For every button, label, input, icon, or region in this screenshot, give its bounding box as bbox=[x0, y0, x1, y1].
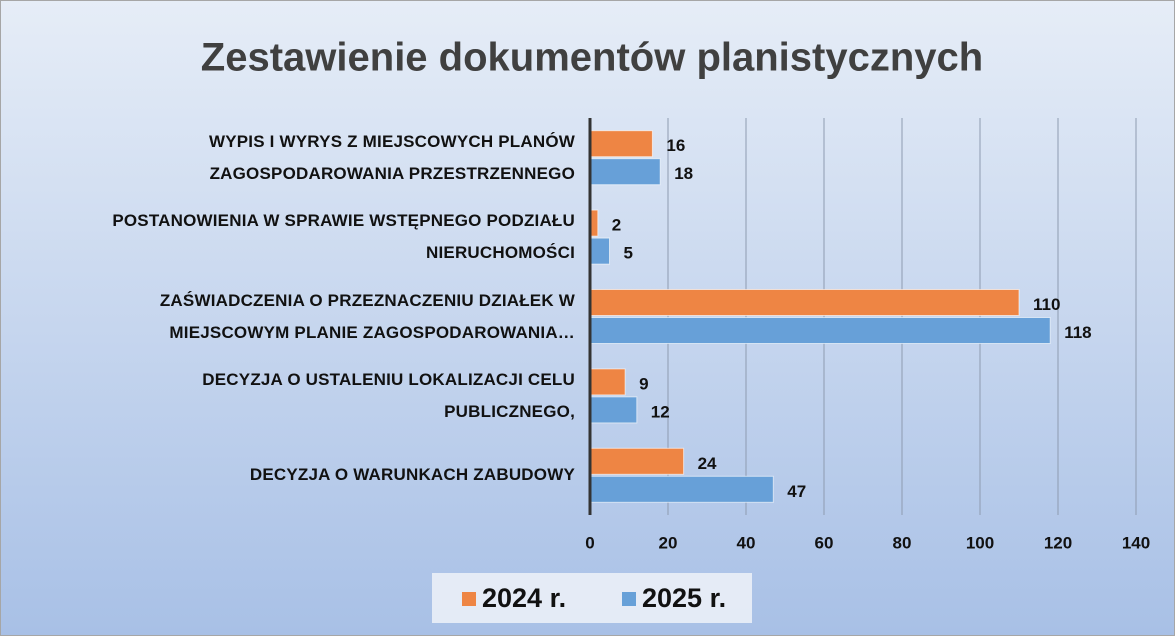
x-tick-label: 80 bbox=[893, 533, 912, 552]
x-tick-label: 140 bbox=[1122, 533, 1150, 552]
bar bbox=[589, 237, 610, 265]
y-tick-label: DECYZJA O USTALENIU LOKALIZACJI CELU PUB… bbox=[202, 369, 575, 421]
data-label: 118 bbox=[1064, 323, 1091, 342]
bar bbox=[589, 447, 685, 475]
bar bbox=[589, 368, 626, 396]
data-label: 12 bbox=[651, 402, 670, 421]
bar bbox=[589, 396, 638, 424]
bar bbox=[589, 289, 1020, 316]
data-label: 16 bbox=[666, 136, 685, 155]
y-tick-label: WYPIS I WYRYS Z MIEJSCOWYCH PLANÓW ZAGOS… bbox=[208, 131, 575, 183]
legend-label: 2024 r. bbox=[482, 583, 566, 613]
legend-label: 2025 r. bbox=[642, 583, 726, 613]
x-tick-label: 0 bbox=[585, 533, 594, 552]
legend-swatch bbox=[462, 592, 476, 606]
data-label: 2 bbox=[612, 216, 621, 235]
chart-title: Zestawienie dokumentów planistycznych bbox=[201, 36, 983, 80]
data-label: 110 bbox=[1033, 295, 1060, 314]
x-tick-label: 20 bbox=[659, 533, 678, 552]
x-tick-label: 60 bbox=[815, 533, 834, 552]
data-label: 24 bbox=[698, 454, 717, 473]
legend-swatch bbox=[622, 592, 636, 606]
bar bbox=[589, 130, 653, 158]
data-label: 5 bbox=[624, 244, 633, 263]
legend-box bbox=[432, 573, 752, 623]
bar bbox=[589, 317, 1051, 344]
data-label: 47 bbox=[787, 482, 806, 501]
x-tick-label: 120 bbox=[1044, 533, 1072, 552]
y-tick-label: POSTANOWIENIA W SPRAWIE WSTĘPNEGO PODZIA… bbox=[112, 211, 575, 263]
x-tick-label: 100 bbox=[966, 533, 994, 552]
data-label: 9 bbox=[639, 374, 648, 393]
y-tick-label: ZAŚWIADCZENIA O PRZEZNACZENIU DZIAŁEK W … bbox=[159, 290, 575, 342]
bar bbox=[589, 158, 661, 186]
y-tick-label: DECYZJA O WARUNKACH ZABUDOWY bbox=[249, 465, 575, 485]
x-tick-label: 40 bbox=[737, 533, 756, 552]
bar bbox=[589, 475, 774, 503]
data-label: 18 bbox=[674, 164, 693, 183]
